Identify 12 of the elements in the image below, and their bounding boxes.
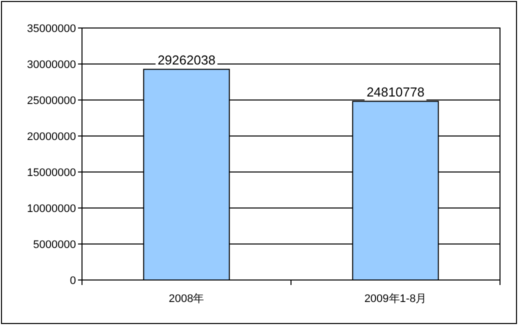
y-tick-label: 30000000 xyxy=(27,59,76,71)
y-tick-label: 10000000 xyxy=(27,203,76,215)
y-tick-label: 35000000 xyxy=(27,23,76,35)
y-tick-label: 25000000 xyxy=(27,95,76,107)
y-tick-label: 5000000 xyxy=(33,239,76,251)
data-label: 29262038 xyxy=(158,52,216,68)
y-tick-label: 15000000 xyxy=(27,167,76,179)
y-tick-label: 20000000 xyxy=(27,131,76,143)
x-tick-label: 2008年 xyxy=(168,293,204,305)
data-label: 24810778 xyxy=(366,84,424,100)
x-tick-label: 2009年1-8月 xyxy=(364,293,427,305)
y-tick-label: 0 xyxy=(70,275,76,287)
